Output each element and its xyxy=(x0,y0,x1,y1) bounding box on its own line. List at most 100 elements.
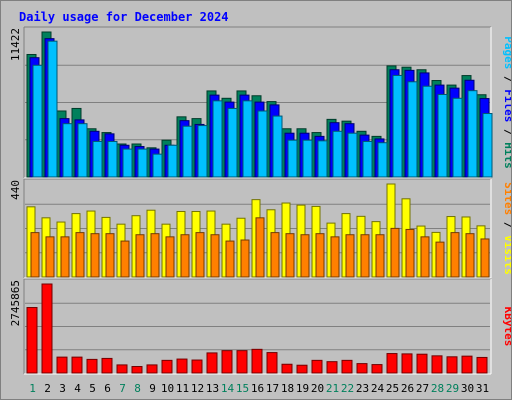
bar-sites-day-5 xyxy=(90,233,100,278)
x-tick-label-day-2: 2 xyxy=(44,382,51,395)
bar-pages-day-4 xyxy=(77,123,88,178)
bar-kbytes-day-15 xyxy=(236,350,248,374)
bar-pages-day-3 xyxy=(62,123,73,178)
legend-sites: Sites xyxy=(502,182,512,215)
x-tick-label-day-22: 22 xyxy=(341,382,354,395)
bar-pages-day-5 xyxy=(92,140,103,178)
bar-pages-day-16 xyxy=(257,110,268,178)
bar-kbytes-day-19 xyxy=(296,364,308,374)
bar-sites-day-3 xyxy=(60,236,70,278)
bar-pages-day-21 xyxy=(332,130,343,178)
x-tick-label-day-14: 14 xyxy=(221,382,235,395)
bar-kbytes-day-16 xyxy=(251,348,263,374)
x-axis-day-labels: 1 2 3 4 5 6 7 8 9 10 11 12 13 14 15 16 17 18 19 20 21 22 23 24 2… xyxy=(29,382,489,395)
bar-sites-day-17 xyxy=(270,232,280,278)
bar-sites-day-27 xyxy=(420,236,430,278)
bar-sites-day-6 xyxy=(105,233,115,278)
bar-kbytes-day-5 xyxy=(86,358,98,374)
panel-legend: Pages / Files / Hits xyxy=(502,36,512,169)
bar-kbytes-day-14 xyxy=(221,350,233,374)
bar-sites-day-4 xyxy=(75,232,85,278)
bar-pages-day-27 xyxy=(422,85,433,178)
bar-pages-day-14 xyxy=(227,107,238,178)
x-tick-label-day-17: 17 xyxy=(266,382,279,395)
legend-separator: / xyxy=(502,69,512,89)
bar-sites-day-13 xyxy=(210,234,220,278)
bar-sites-day-26 xyxy=(405,228,415,278)
bar-kbytes-day-10 xyxy=(161,359,173,374)
bar-pages-day-30 xyxy=(467,90,478,178)
y-max-label: 11422 xyxy=(9,28,22,61)
bar-sites-day-12 xyxy=(195,232,205,278)
bar-kbytes-day-17 xyxy=(266,352,278,374)
bar-pages-day-12 xyxy=(197,125,208,178)
bar-sites-day-29 xyxy=(450,232,460,278)
x-tick-label-day-7: 7 xyxy=(119,382,126,395)
legend-separator: / xyxy=(502,215,512,235)
x-tick-label-day-31: 31 xyxy=(476,382,489,395)
bar-kbytes-day-25 xyxy=(386,353,398,374)
bar-kbytes-day-27 xyxy=(416,353,428,374)
x-tick-label-day-21: 21 xyxy=(326,382,339,395)
panel-3: 2745865 KBytes xyxy=(9,278,512,375)
x-tick-label-day-25: 25 xyxy=(386,382,399,395)
panel-1: 11422 Pages / Files / Hits xyxy=(9,26,512,179)
bar-sites-day-15 xyxy=(240,239,250,278)
bar-kbytes-day-8 xyxy=(131,366,143,374)
bar-kbytes-day-4 xyxy=(71,356,83,374)
bar-pages-day-23 xyxy=(362,140,373,178)
bar-pages-day-25 xyxy=(392,74,403,178)
bar-pages-day-2 xyxy=(47,40,58,178)
x-tick-label-day-15: 15 xyxy=(236,382,249,395)
bar-kbytes-day-12 xyxy=(191,359,203,374)
bar-pages-day-22 xyxy=(347,132,358,178)
bar-kbytes-day-29 xyxy=(446,356,458,374)
bar-pages-day-7 xyxy=(122,148,133,178)
panel-2: 440 Sites / Visits xyxy=(9,178,512,279)
bar-kbytes-day-23 xyxy=(356,363,368,374)
bar-sites-day-10 xyxy=(165,236,175,278)
bar-sites-day-9 xyxy=(150,233,160,278)
bar-kbytes-day-20 xyxy=(311,359,323,374)
x-tick-label-day-9: 9 xyxy=(149,382,156,395)
x-tick-label-day-19: 19 xyxy=(296,382,309,395)
bar-pages-day-13 xyxy=(212,100,223,178)
x-tick-label-day-1: 1 xyxy=(29,382,36,395)
legend-hits: Hits xyxy=(502,142,512,169)
bar-pages-day-6 xyxy=(107,140,118,178)
bar-pages-day-10 xyxy=(167,144,178,178)
bar-pages-day-20 xyxy=(317,140,328,178)
x-tick-label-day-3: 3 xyxy=(59,382,66,395)
bar-pages-day-26 xyxy=(407,81,418,178)
bar-pages-day-15 xyxy=(242,100,253,178)
bar-sites-day-20 xyxy=(315,233,325,278)
bar-kbytes-day-30 xyxy=(461,355,473,374)
bar-kbytes-day-28 xyxy=(431,355,443,374)
bar-sites-day-25 xyxy=(390,227,400,278)
panel-legend: KBytes xyxy=(502,307,512,347)
bar-sites-day-16 xyxy=(255,217,265,278)
bar-sites-day-2 xyxy=(45,236,55,278)
bar-sites-day-21 xyxy=(330,236,340,278)
bar-pages-day-8 xyxy=(137,148,148,178)
x-tick-label-day-13: 13 xyxy=(206,382,219,395)
bar-pages-day-9 xyxy=(152,153,163,178)
bar-sites-day-14 xyxy=(225,240,235,278)
bar-kbytes-day-24 xyxy=(371,364,383,374)
legend-pages: Pages xyxy=(502,36,512,69)
x-tick-label-day-24: 24 xyxy=(371,382,385,395)
bar-sites-day-18 xyxy=(285,233,295,278)
x-tick-label-day-5: 5 xyxy=(89,382,96,395)
x-tick-label-day-29: 29 xyxy=(446,382,459,395)
legend-kbytes: KBytes xyxy=(502,307,512,347)
bar-kbytes-day-22 xyxy=(341,359,353,374)
bar-kbytes-day-26 xyxy=(401,353,413,374)
x-tick-label-day-12: 12 xyxy=(191,382,204,395)
y-max-label: 2745865 xyxy=(9,280,22,326)
x-tick-label-day-27: 27 xyxy=(416,382,429,395)
bar-sites-day-19 xyxy=(300,234,310,278)
x-tick-label-day-18: 18 xyxy=(281,382,294,395)
bar-kbytes-day-31 xyxy=(476,356,488,374)
